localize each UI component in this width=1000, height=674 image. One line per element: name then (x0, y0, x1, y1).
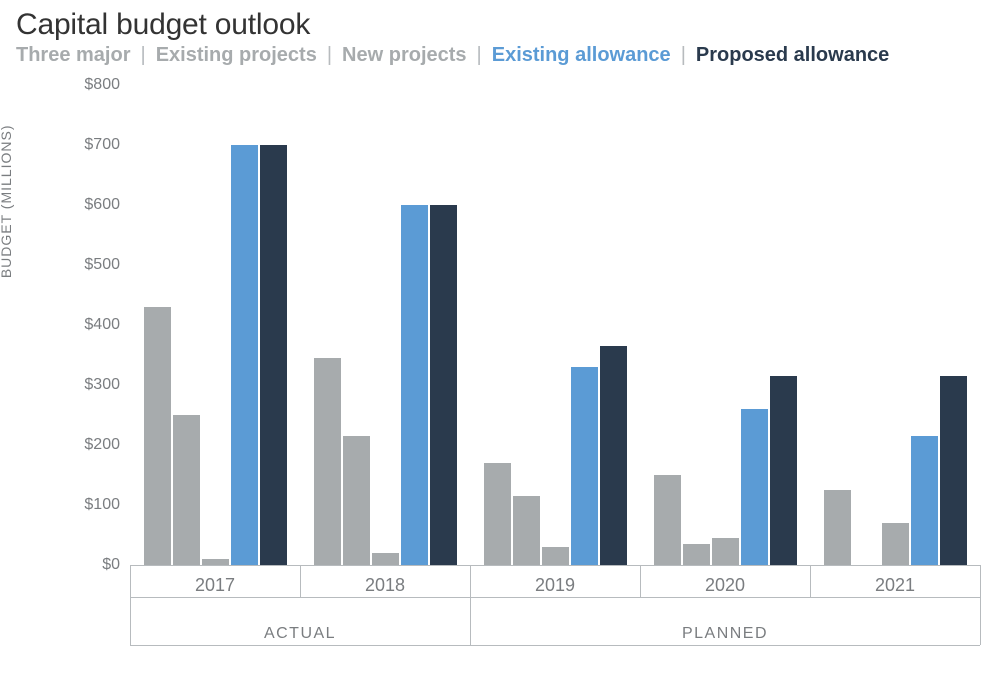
x-axis-groups: ACTUALPLANNED (130, 625, 980, 643)
legend-item: Three major (16, 44, 130, 67)
bar (430, 205, 457, 565)
year-group (470, 85, 640, 565)
bar (144, 307, 171, 565)
x-axis-years: 20172018201920202021 (130, 575, 980, 596)
year-group (300, 85, 470, 565)
axis-vertical (980, 565, 981, 645)
axis-group-divider (470, 597, 471, 645)
bar (683, 544, 710, 565)
axis-year-tick (470, 565, 471, 597)
bar (654, 475, 681, 565)
bar (372, 553, 399, 565)
chart: BUDGET (MILLIONS) $0$100$200$300$400$500… (16, 85, 984, 655)
bar (824, 490, 851, 565)
bar (343, 436, 370, 565)
y-tick: $0 (50, 556, 120, 574)
chart-title: Capital budget outlook (16, 8, 984, 42)
legend-item: Proposed allowance (696, 44, 889, 67)
y-axis-label: BUDGET (MILLIONS) (0, 125, 14, 279)
bar (314, 358, 341, 565)
y-axis-ticks: $0$100$200$300$400$500$600$700$800 (50, 85, 120, 565)
x-group-label: ACTUAL (130, 625, 470, 643)
bar (542, 547, 569, 565)
axis-year-tick (810, 565, 811, 597)
y-tick: $500 (50, 256, 120, 274)
bar (401, 205, 428, 565)
bar (260, 145, 287, 565)
y-tick: $400 (50, 316, 120, 334)
bar (741, 409, 768, 565)
axis-year-tick (300, 565, 301, 597)
x-year-label: 2021 (810, 575, 980, 596)
bar (882, 523, 909, 565)
bar (571, 367, 598, 565)
year-group (640, 85, 810, 565)
group-section (470, 85, 980, 565)
bar (712, 538, 739, 565)
axis-year-line (130, 597, 980, 598)
axis-group-line (130, 645, 980, 646)
legend-item: New projects (342, 44, 466, 67)
bar (513, 496, 540, 565)
bar (173, 415, 200, 565)
y-tick: $300 (50, 376, 120, 394)
y-tick: $800 (50, 76, 120, 94)
bar (484, 463, 511, 565)
x-year-label: 2017 (130, 575, 300, 596)
x-year-label: 2020 (640, 575, 810, 596)
bar (600, 346, 627, 565)
legend-separator: | (140, 44, 145, 67)
plot-area (130, 85, 980, 565)
bar (911, 436, 938, 565)
y-tick: $600 (50, 196, 120, 214)
y-tick: $200 (50, 436, 120, 454)
year-group (130, 85, 300, 565)
group-section (130, 85, 470, 565)
axis-vertical (130, 565, 131, 645)
axis-baseline (130, 565, 980, 566)
legend-item: Existing allowance (492, 44, 671, 67)
x-year-label: 2018 (300, 575, 470, 596)
x-year-label: 2019 (470, 575, 640, 596)
axis-year-tick (640, 565, 641, 597)
x-group-label: PLANNED (470, 625, 980, 643)
year-group (810, 85, 980, 565)
bar (940, 376, 967, 565)
legend: Three major | Existing projects | New projec… (16, 44, 984, 67)
y-tick: $700 (50, 136, 120, 154)
legend-separator: | (477, 44, 482, 67)
legend-separator: | (327, 44, 332, 67)
y-tick: $100 (50, 496, 120, 514)
bar (770, 376, 797, 565)
bar (231, 145, 258, 565)
legend-separator: | (681, 44, 686, 67)
legend-item: Existing projects (156, 44, 317, 67)
